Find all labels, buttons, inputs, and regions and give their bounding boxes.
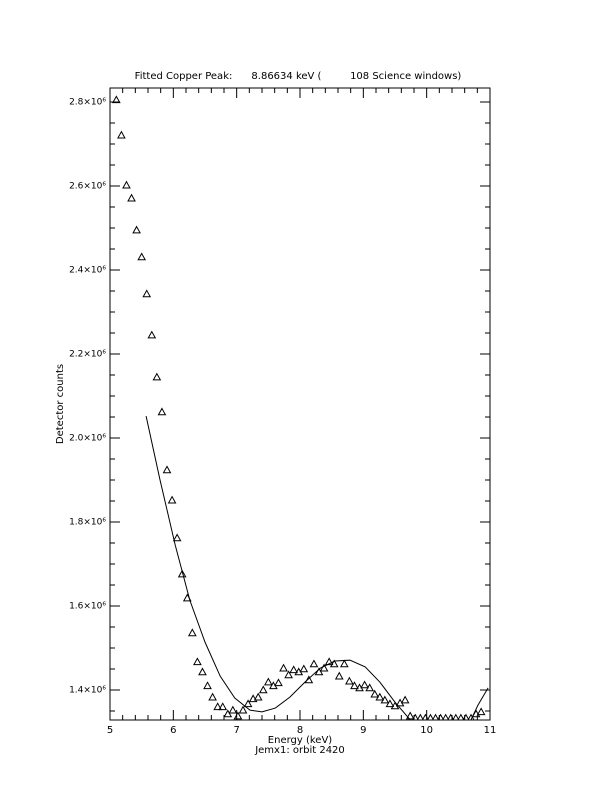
y-tick-label: 2.2×10⁶: [69, 349, 106, 359]
x-tick-label: 9: [360, 725, 366, 736]
data-point: [162, 465, 172, 474]
y-tick-label: 1.6×10⁶: [69, 602, 106, 612]
y-tick-label: 2.6×10⁶: [69, 181, 106, 191]
data-point: [416, 713, 424, 720]
data-point: [467, 713, 475, 720]
data-point: [329, 659, 339, 668]
data-point: [405, 711, 415, 720]
data-point: [442, 713, 450, 720]
data-point: [279, 663, 288, 672]
data-point: [122, 180, 131, 189]
data-point: [193, 657, 202, 666]
fit-curve: [145, 416, 489, 720]
data-point: [380, 695, 390, 704]
y-tick-label: 1.4×10⁶: [69, 686, 106, 696]
x-tick-label: 10: [420, 725, 433, 736]
data-point: [142, 289, 152, 298]
data-point: [213, 702, 223, 711]
data-point: [339, 659, 349, 668]
data-point: [447, 713, 455, 720]
data-point: [223, 709, 233, 718]
data-point: [177, 569, 187, 578]
y-tick-label: 2.0×10⁶: [69, 434, 106, 444]
data-point: [314, 667, 324, 676]
data-point: [437, 713, 445, 720]
data-point: [243, 699, 253, 708]
y-tick-label: 2.8×10⁶: [69, 97, 106, 107]
data-point: [253, 692, 263, 701]
data-point: [167, 495, 177, 504]
data-point: [274, 678, 283, 687]
x-tick-label: 8: [297, 725, 303, 736]
data-point: [360, 680, 369, 689]
data-point: [452, 713, 460, 720]
data-point: [127, 193, 136, 202]
data-point: [198, 667, 207, 676]
y-tick-label: 1.8×10⁶: [69, 518, 106, 528]
data-point: [258, 685, 268, 694]
data-point: [172, 533, 182, 542]
data-point: [334, 671, 344, 680]
data-point: [218, 702, 228, 711]
data-point: [457, 713, 465, 720]
data-point: [147, 330, 157, 339]
data-point: [284, 670, 293, 679]
data-point: [117, 130, 126, 139]
x-axis-label: Energy (keV): [268, 735, 333, 746]
x-tick-label: 7: [233, 725, 239, 736]
data-point: [350, 681, 359, 690]
data-point: [187, 628, 197, 637]
x-tick-label: 6: [170, 725, 176, 736]
data-point: [426, 713, 435, 720]
data-point: [319, 663, 329, 672]
data-point: [431, 713, 440, 720]
data-point: [111, 95, 121, 104]
x-tick-label: 5: [107, 725, 113, 736]
data-point: [370, 689, 380, 698]
data-point: [248, 694, 258, 703]
x-tick-label: 11: [484, 725, 497, 736]
data-point: [208, 692, 217, 701]
data-point: [228, 705, 238, 714]
data-point: [238, 705, 248, 714]
data-point: [400, 695, 410, 704]
plot-area: [111, 95, 489, 720]
data-point: [476, 707, 486, 716]
data-point: [137, 252, 147, 261]
y-tick-label: 2.4×10⁶: [69, 265, 106, 275]
data-point: [375, 692, 385, 701]
data-point: [324, 657, 334, 666]
data-point: [421, 713, 429, 720]
y-axis-label: Detector counts: [55, 364, 66, 444]
data-point: [411, 713, 419, 720]
data-point: [203, 681, 212, 690]
data-point: [309, 659, 319, 668]
data-point: [132, 225, 141, 234]
data-point: [233, 711, 243, 720]
data-point: [345, 676, 354, 685]
data-point: [299, 664, 309, 673]
data-point: [462, 713, 470, 720]
data-point: [385, 699, 395, 708]
data-point: [263, 677, 273, 686]
data-point: [289, 665, 299, 674]
data-point: [157, 407, 167, 416]
subtitle: Jemx1: orbit 2420: [254, 745, 345, 756]
data-point: [365, 683, 375, 692]
data-point: [152, 372, 162, 381]
chart-title: Fitted Copper Peak: 8.86634 keV ( 108 Sc…: [135, 71, 462, 82]
